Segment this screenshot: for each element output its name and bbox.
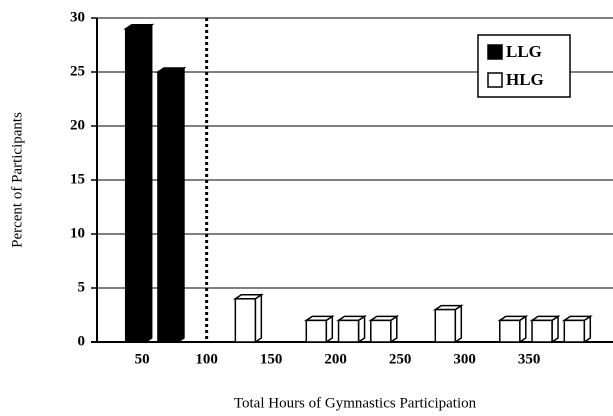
x-tick-label: 50 — [135, 351, 150, 367]
y-tick-label: 20 — [70, 117, 85, 133]
x-tick-label: 150 — [260, 351, 283, 367]
legend-swatch — [487, 72, 503, 88]
y-tick-label: 5 — [78, 279, 86, 295]
bar-front — [234, 298, 257, 343]
x-tick-label: 350 — [518, 351, 541, 367]
bar — [336, 314, 368, 344]
x-tick-label: 250 — [389, 351, 412, 367]
bar-front — [531, 319, 553, 343]
bar — [529, 314, 561, 344]
bar — [123, 23, 155, 344]
x-tick-label: 300 — [453, 351, 476, 367]
bar — [368, 314, 400, 344]
bar-front — [305, 319, 328, 343]
x-tick-label: 200 — [324, 351, 347, 367]
bar-front — [499, 319, 521, 343]
bar-side — [454, 304, 463, 344]
y-tick-label: 30 — [70, 9, 85, 25]
bar-front — [337, 319, 360, 343]
bar-front — [563, 319, 586, 343]
bar-front — [434, 308, 457, 343]
bar — [497, 314, 529, 344]
legend-label: HLG — [506, 70, 544, 89]
bar — [232, 293, 264, 344]
bar — [432, 304, 464, 344]
bar — [303, 314, 335, 344]
y-tick-label: 0 — [78, 333, 86, 349]
y-tick-label: 25 — [70, 63, 85, 79]
bar-side — [177, 66, 185, 344]
bar — [561, 314, 593, 344]
x-axis-title: Total Hours of Gymnastics Participation — [234, 395, 477, 411]
legend-label: LLG — [506, 42, 542, 61]
legend-swatch — [487, 44, 503, 60]
x-tick-label: 100 — [195, 351, 218, 367]
bar-front — [157, 71, 179, 343]
y-tick-label: 15 — [70, 171, 85, 187]
bar-front — [370, 319, 392, 343]
bar-side — [254, 293, 263, 344]
y-axis-title: Percent of Participants — [9, 112, 25, 248]
y-tick-label: 10 — [70, 225, 85, 241]
bar-side — [144, 23, 153, 344]
bar — [155, 66, 187, 344]
bar-front — [124, 28, 147, 343]
